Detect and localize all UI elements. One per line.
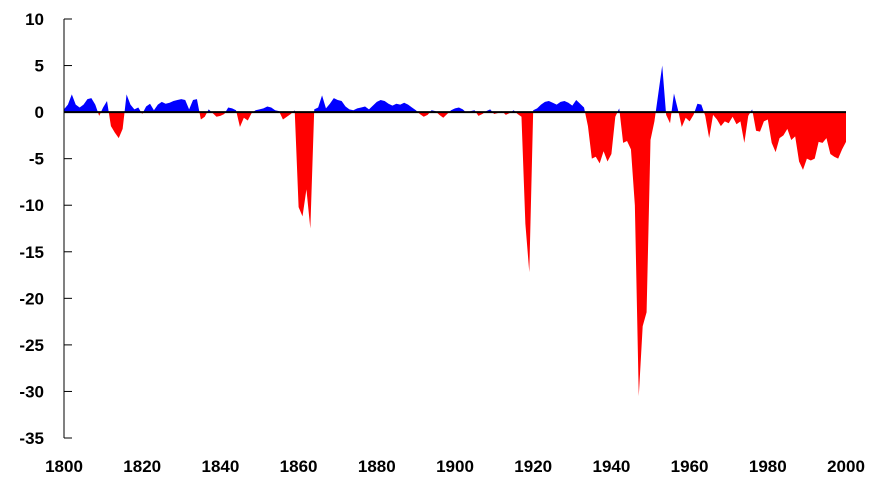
x-tick-label: 1840	[201, 457, 239, 476]
y-tick-label: -35	[19, 429, 44, 448]
x-tick-label: 1880	[358, 457, 396, 476]
x-tick-label: 1960	[671, 457, 709, 476]
y-tick-label: 0	[35, 103, 44, 122]
axis-layer	[63, 18, 846, 439]
positive-area	[64, 65, 846, 113]
x-tick-label: 1940	[592, 457, 630, 476]
x-tick-label: 1860	[280, 457, 318, 476]
y-tick-label: -20	[19, 289, 44, 308]
y-tick-label: -10	[19, 196, 44, 215]
y-tick-label: -25	[19, 336, 44, 355]
x-tick-label: 1820	[123, 457, 161, 476]
x-tick-label: 1920	[514, 457, 552, 476]
y-tick-label: -5	[29, 150, 44, 169]
x-tick-label: 1900	[436, 457, 474, 476]
y-tick-label: 10	[25, 10, 44, 29]
y-tick-label: -30	[19, 382, 44, 401]
x-tick-label: 2000	[827, 457, 865, 476]
x-tick-label: 1800	[45, 457, 83, 476]
x-tick-label: 1980	[749, 457, 787, 476]
y-tick-label: 5	[35, 57, 44, 76]
series-layer	[64, 65, 846, 397]
y-tick-label: -15	[19, 243, 44, 262]
negative-area	[64, 112, 846, 397]
